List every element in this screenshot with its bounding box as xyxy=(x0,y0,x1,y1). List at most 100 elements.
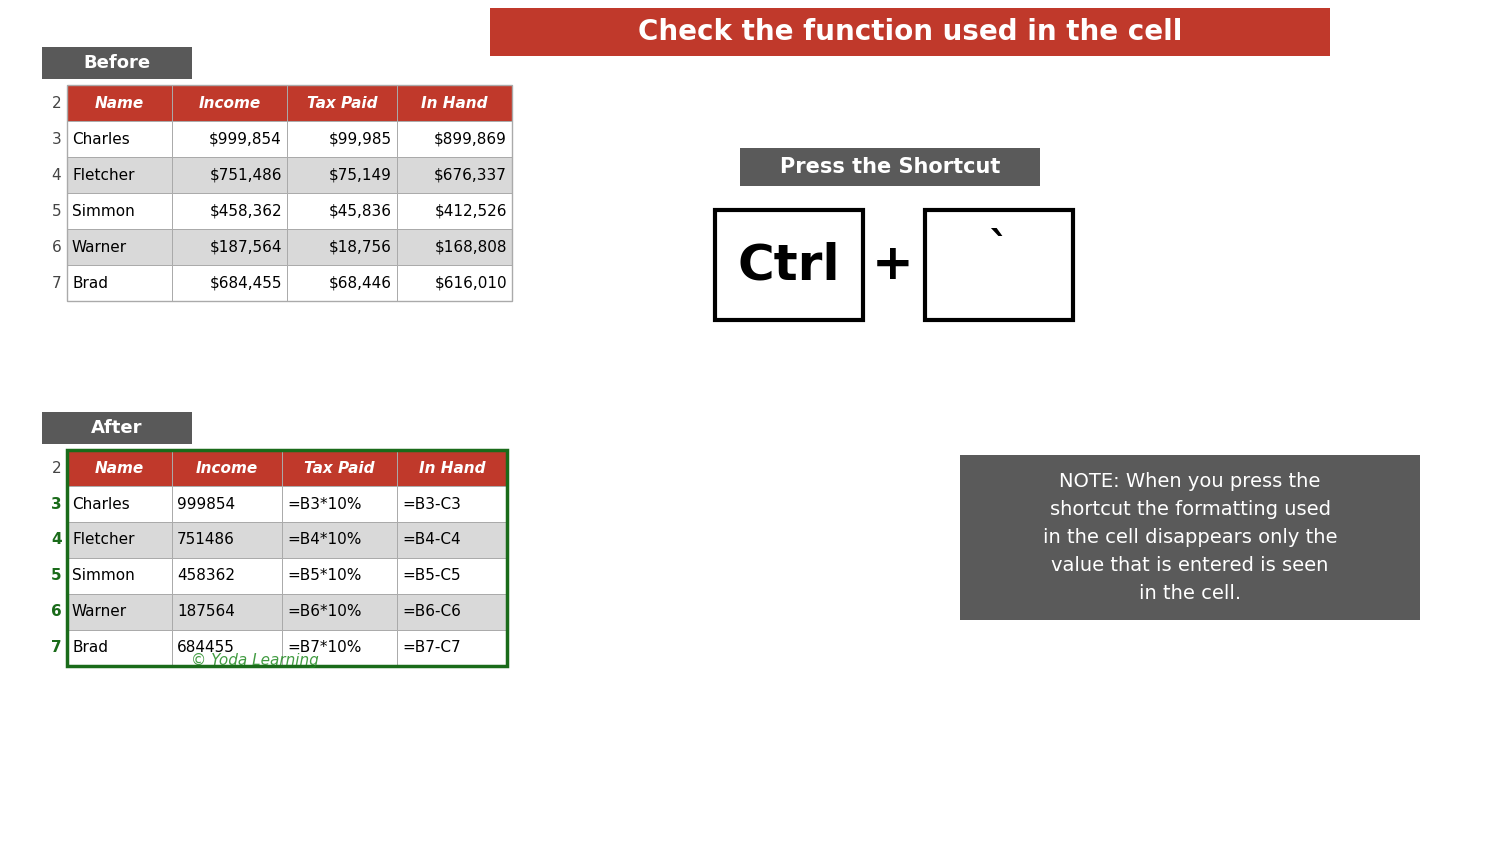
Text: $45,836: $45,836 xyxy=(328,204,393,218)
Bar xyxy=(67,85,172,121)
Text: $75,149: $75,149 xyxy=(328,167,393,183)
Text: 4: 4 xyxy=(51,532,61,548)
Text: `: ` xyxy=(988,229,1009,271)
Bar xyxy=(172,193,287,229)
Bar xyxy=(172,229,287,265)
Bar xyxy=(282,486,397,522)
Bar xyxy=(67,450,508,666)
Bar xyxy=(397,121,512,157)
Text: $676,337: $676,337 xyxy=(434,167,508,183)
Text: 2: 2 xyxy=(52,460,61,475)
Text: 751486: 751486 xyxy=(178,532,234,548)
Bar xyxy=(67,522,172,558)
Bar xyxy=(172,157,287,193)
Text: Charles: Charles xyxy=(72,497,130,511)
Bar xyxy=(42,47,193,79)
Bar xyxy=(926,210,1073,320)
Text: Tax Paid: Tax Paid xyxy=(305,460,375,475)
Bar xyxy=(287,85,397,121)
Text: Income: Income xyxy=(196,460,258,475)
Text: Warner: Warner xyxy=(72,239,127,255)
Bar xyxy=(397,193,512,229)
Text: $751,486: $751,486 xyxy=(209,167,282,183)
Bar xyxy=(397,157,512,193)
Bar xyxy=(490,8,1330,56)
Text: 2: 2 xyxy=(52,95,61,110)
Text: $68,446: $68,446 xyxy=(328,275,393,290)
Bar xyxy=(172,265,287,301)
Text: =B7*10%: =B7*10% xyxy=(287,640,361,655)
Bar xyxy=(287,193,397,229)
Text: 6: 6 xyxy=(52,239,61,255)
Text: 684455: 684455 xyxy=(178,640,234,655)
Text: $99,985: $99,985 xyxy=(328,132,393,147)
Text: In Hand: In Hand xyxy=(421,95,488,110)
Text: $999,854: $999,854 xyxy=(209,132,282,147)
Bar xyxy=(67,594,172,630)
Text: NOTE: When you press the
shortcut the formatting used
in the cell disappears onl: NOTE: When you press the shortcut the fo… xyxy=(1042,472,1338,603)
Text: =B5-C5: =B5-C5 xyxy=(402,569,461,583)
Text: © Yoda Learning: © Yoda Learning xyxy=(191,653,320,667)
Bar xyxy=(287,229,397,265)
Bar xyxy=(282,558,397,594)
Text: =B6-C6: =B6-C6 xyxy=(402,604,461,620)
Text: =B7-C7: =B7-C7 xyxy=(402,640,461,655)
Bar xyxy=(287,265,397,301)
Text: $684,455: $684,455 xyxy=(209,275,282,290)
Bar xyxy=(397,85,512,121)
Bar xyxy=(282,594,397,630)
Text: =B4-C4: =B4-C4 xyxy=(402,532,461,548)
Bar xyxy=(397,594,508,630)
Text: In Hand: In Hand xyxy=(418,460,485,475)
Bar xyxy=(397,486,508,522)
Text: $18,756: $18,756 xyxy=(328,239,393,255)
Bar xyxy=(67,558,172,594)
Bar xyxy=(67,157,172,193)
Bar xyxy=(397,522,508,558)
Bar xyxy=(172,558,282,594)
Bar xyxy=(172,594,282,630)
Text: 7: 7 xyxy=(51,640,61,655)
Bar xyxy=(397,558,508,594)
Bar xyxy=(172,450,282,486)
Bar xyxy=(172,522,282,558)
Text: Warner: Warner xyxy=(72,604,127,620)
Text: $616,010: $616,010 xyxy=(434,275,508,290)
Bar xyxy=(67,486,172,522)
Text: Brad: Brad xyxy=(72,275,107,290)
Bar xyxy=(67,193,172,229)
Bar xyxy=(67,630,172,666)
Bar xyxy=(67,85,512,301)
Bar xyxy=(287,157,397,193)
Text: 4: 4 xyxy=(52,167,61,183)
Text: 6: 6 xyxy=(51,604,61,620)
Bar xyxy=(42,412,193,444)
Text: =B5*10%: =B5*10% xyxy=(287,569,361,583)
Text: 187564: 187564 xyxy=(178,604,234,620)
Bar xyxy=(172,630,282,666)
Bar xyxy=(282,630,397,666)
Bar xyxy=(67,450,172,486)
Bar xyxy=(397,450,508,486)
Text: Before: Before xyxy=(84,54,151,72)
Bar xyxy=(741,148,1041,186)
Text: $168,808: $168,808 xyxy=(434,239,508,255)
Text: +: + xyxy=(872,241,914,289)
Text: Check the function used in the cell: Check the function used in the cell xyxy=(638,18,1182,46)
Text: Simmon: Simmon xyxy=(72,204,134,218)
Text: $458,362: $458,362 xyxy=(209,204,282,218)
Text: 3: 3 xyxy=(52,132,61,147)
Text: Fletcher: Fletcher xyxy=(72,167,134,183)
Bar xyxy=(397,630,508,666)
Bar xyxy=(287,121,397,157)
Text: Simmon: Simmon xyxy=(72,569,134,583)
Text: Name: Name xyxy=(96,95,145,110)
Text: 5: 5 xyxy=(51,569,61,583)
Text: 999854: 999854 xyxy=(178,497,234,511)
Bar xyxy=(397,265,512,301)
Bar xyxy=(282,522,397,558)
Bar xyxy=(172,486,282,522)
Text: Income: Income xyxy=(199,95,261,110)
Text: Name: Name xyxy=(96,460,145,475)
Bar xyxy=(715,210,863,320)
